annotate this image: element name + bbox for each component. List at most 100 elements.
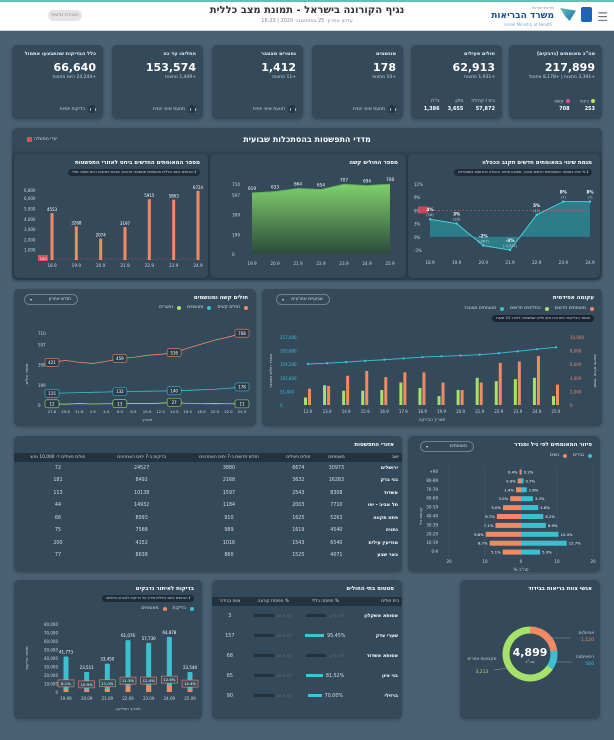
data-label: 633 bbox=[271, 185, 279, 190]
x-tick-label: 23.9 bbox=[559, 260, 569, 265]
y-tick-label: 9% bbox=[414, 195, 421, 200]
point-label: 421 bbox=[48, 360, 56, 365]
table-cell: 1543 bbox=[292, 540, 305, 546]
panel-title: סטטוס בתי החולים bbox=[346, 586, 394, 592]
table-cell: 6540 bbox=[330, 540, 343, 546]
kpi-title: נפטרים מצטבר bbox=[261, 51, 296, 57]
bar-recovered bbox=[399, 382, 403, 405]
pct-label-box bbox=[181, 679, 199, 688]
x-tick-label: 24.09 bbox=[164, 696, 176, 701]
bar-women bbox=[496, 514, 521, 519]
table-cell: פתח תקווה bbox=[373, 515, 398, 521]
pct-label-box bbox=[57, 679, 75, 688]
bar-recovered bbox=[494, 381, 498, 405]
column-header[interactable]: % תפוסה כללי bbox=[298, 597, 353, 606]
severe-legend: חולים קשים מונשמים נפטרים bbox=[159, 305, 248, 310]
x-tick-label: 22.9 bbox=[224, 409, 233, 414]
data-label: 4% bbox=[426, 207, 434, 212]
table-cell: 3632 bbox=[292, 478, 305, 484]
table-cell: 2003 bbox=[292, 503, 305, 509]
hospital-table: בית חולים% תפוסה כללי% תפוסת קורונה צוות … bbox=[212, 597, 402, 706]
kpi-sub-home: בית / קהילה 57,872 bbox=[471, 99, 495, 112]
staff-isolated: 65 bbox=[226, 673, 233, 679]
column-header[interactable]: בית חולים bbox=[352, 597, 402, 606]
x-tick-label: 19.09 bbox=[60, 696, 72, 701]
point-label-box bbox=[234, 328, 250, 338]
data-label: 707 bbox=[340, 177, 348, 182]
legend-new-recovered[interactable]: החלימים חדשים bbox=[510, 306, 549, 311]
column-header[interactable]: % תפוסת קורונה bbox=[247, 597, 299, 606]
column-header[interactable]: ישוב bbox=[352, 453, 402, 462]
cumulative-point bbox=[383, 358, 386, 361]
legend-cumulative[interactable]: מאומתים מצטבר bbox=[464, 306, 505, 311]
point-label-box bbox=[112, 354, 128, 363]
bar-women bbox=[502, 549, 521, 555]
column-header[interactable]: חולים חדשים ב-7 ימים האחרונים bbox=[181, 453, 277, 462]
column-header[interactable]: צוות בבידוד bbox=[212, 597, 248, 606]
bar-women bbox=[489, 540, 521, 546]
bar-women bbox=[519, 469, 521, 475]
bar-recovered bbox=[304, 397, 307, 405]
y-tick-label: 70-79 bbox=[426, 487, 438, 492]
daily-change-link[interactable]: תנועת שינוי יומית bbox=[253, 105, 296, 113]
table-cell: 8308 bbox=[330, 490, 343, 496]
x-tick-label: 20.9 bbox=[456, 409, 465, 414]
info-text: % שינוי במספר המאומתים חדשים שבועי, ממוצ… bbox=[458, 170, 586, 174]
page-title: נגיף הקורונה בישראל - תמונת מצב כללית bbox=[209, 5, 405, 16]
legend-deceased[interactable]: נפטרים bbox=[159, 305, 182, 310]
x-tick-label: 4.9 bbox=[103, 409, 110, 414]
donut-slice bbox=[502, 626, 553, 682]
table-cell: 860 bbox=[224, 553, 234, 559]
period-dropdown[interactable]: שבועיים אחרונים ▾ bbox=[276, 294, 330, 305]
x-tick-label: 10.9 bbox=[143, 409, 152, 414]
column-header[interactable]: מאומתים bbox=[320, 453, 353, 462]
legend-severe[interactable]: חולים קשים bbox=[217, 305, 248, 310]
pct-label: 12.4% bbox=[143, 678, 155, 683]
severe-dot-icon bbox=[565, 98, 570, 103]
moderate-dot-icon bbox=[591, 98, 595, 103]
x-tick-label: 29.8 bbox=[61, 409, 70, 414]
occupancy-bar bbox=[306, 613, 327, 617]
y-tick-label: -3% bbox=[414, 248, 422, 253]
legend-confirmed[interactable]: מאומתים bbox=[141, 606, 167, 611]
legend-women[interactable]: נשים bbox=[550, 453, 567, 458]
y-right-tick-label: 4,000 bbox=[570, 376, 582, 381]
period-dropdown[interactable]: חודש אחרון ▾ bbox=[24, 294, 78, 305]
column-header[interactable]: חולים פעילים ל- 10,000 נפש bbox=[14, 453, 102, 462]
sub-value: 708 bbox=[559, 106, 570, 112]
cumulative-point bbox=[421, 355, 424, 359]
metric-dropdown[interactable]: מאומתים ▾ bbox=[420, 441, 474, 452]
y-tick-label: 0 bbox=[232, 252, 235, 257]
x-tick-label: 19.9 bbox=[452, 260, 462, 265]
data-sublabel: (-3,322) bbox=[503, 244, 518, 248]
table-cell: 77 bbox=[54, 553, 61, 559]
bar-women bbox=[503, 505, 521, 511]
callout-label: רופאים/ות bbox=[576, 654, 594, 659]
table-cell: 2543 bbox=[292, 490, 305, 496]
bar-label-women: 5.0% bbox=[491, 505, 501, 510]
goal-label: 100 bbox=[39, 256, 47, 261]
legend-men[interactable]: גברים bbox=[573, 453, 592, 458]
legend-new-confirmed[interactable]: מאומתים חדשים bbox=[555, 306, 594, 311]
table-cell: 8993 bbox=[135, 515, 148, 521]
column-header[interactable]: חולים פעילים bbox=[276, 453, 321, 462]
legend-tests[interactable]: בדיקות bbox=[173, 606, 194, 611]
kpi-title: מונשמים bbox=[376, 51, 396, 57]
hamburger-icon[interactable]: ☰ bbox=[597, 10, 608, 24]
new-cases-panel: מספר המאומתים החדשים ביחס לאזורי התפשטות… bbox=[14, 154, 208, 278]
table-row: אסותא אשקלון לא ידוע לא ידוע 3 bbox=[212, 606, 402, 626]
daily-change-link[interactable]: תנועת שינוי יומית bbox=[353, 105, 396, 113]
partial-data-note: מספר הבדיקות היום הינו נתון חלקי שמשתנה … bbox=[492, 315, 594, 322]
daily-change-link[interactable]: תנועת שינוי יומית bbox=[153, 105, 196, 113]
accessibility-button[interactable]: הצהרת נגישות bbox=[48, 10, 82, 21]
table-cell: 5263 bbox=[330, 515, 343, 521]
government-goal-legend[interactable]: יעדי ממשלה bbox=[27, 137, 58, 142]
bar-new-confirmed bbox=[403, 372, 407, 405]
kpi-value: 62,913 bbox=[452, 61, 495, 74]
column-header[interactable]: בדיקות ב-7 ימים האחרונים bbox=[101, 453, 182, 462]
daily-tests-link[interactable]: בדיקות יומיות bbox=[60, 105, 96, 113]
table-cell: 181 bbox=[53, 478, 63, 484]
panel-title: אזורי התפשטות bbox=[354, 442, 394, 448]
legend-ventilated[interactable]: מונשמים bbox=[187, 305, 212, 310]
x-tick-label: 10 bbox=[554, 559, 560, 564]
